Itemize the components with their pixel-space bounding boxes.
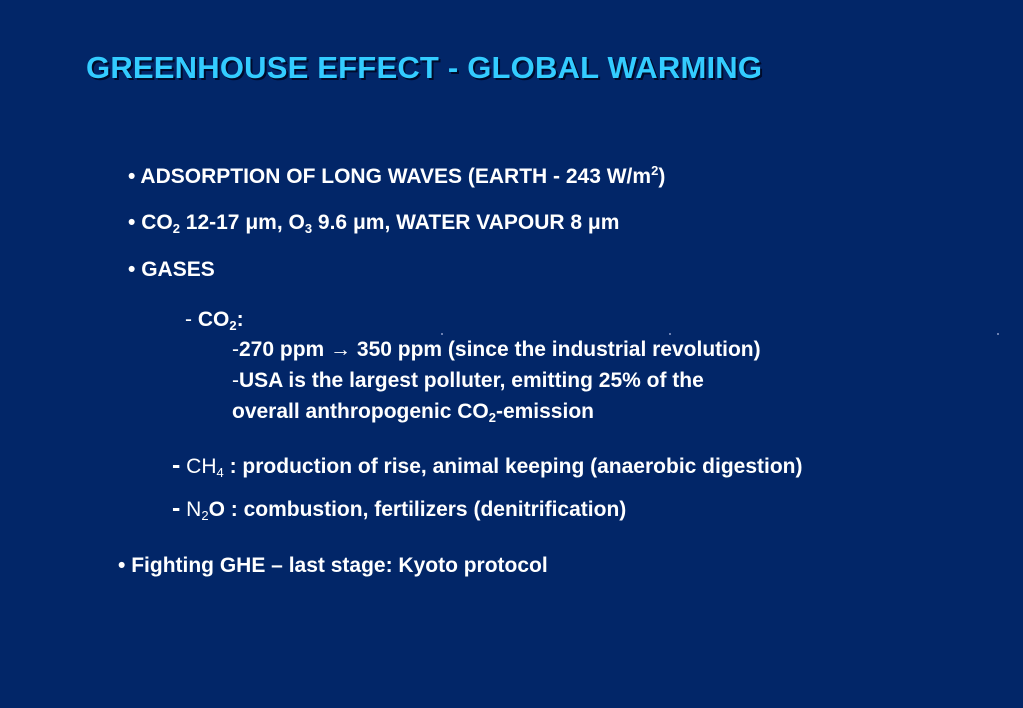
speck	[441, 333, 443, 335]
bullet-icon: •	[128, 165, 136, 188]
n2o-sub: 2	[201, 508, 209, 523]
dash-icon: -	[232, 338, 239, 361]
ppm-start: 270 ppm	[239, 338, 325, 361]
absorption-sup: 2	[651, 163, 659, 178]
ch4-line: - CH4 : production of rise, animal keepi…	[172, 451, 803, 480]
ppm-rest: 350 ppm (since the industrial revolution…	[356, 338, 761, 361]
co2-usa-line: -USA is the largest polluter, emitting 2…	[232, 370, 704, 391]
absorption-close: )	[658, 165, 666, 188]
arrow-right-icon: →	[330, 338, 352, 361]
bullet-gases: • GASES	[128, 259, 215, 280]
co2-heading-label: CO	[197, 308, 230, 331]
usa-text: USA is the largest polluter, emitting 25…	[239, 369, 704, 392]
co2-sub: 2	[172, 221, 180, 236]
bullet-kyoto: • Fighting GHE – last stage: Kyoto proto…	[118, 555, 548, 576]
absorption-text: ADSORPTION OF LONG WAVES (EARTH - 243 W/…	[140, 165, 652, 188]
speck	[997, 333, 999, 335]
o3-sub: 3	[304, 221, 313, 236]
speck	[669, 333, 671, 335]
dash-icon: -	[172, 494, 181, 522]
n2o-label: N	[186, 498, 202, 521]
kyoto-text: Fighting GHE – last stage: Kyoto protoco…	[131, 554, 548, 577]
emission-sub: 2	[488, 410, 496, 425]
co2-heading: - CO2:	[185, 308, 244, 333]
bullet-icon: •	[128, 258, 136, 281]
co2-label: CO	[141, 211, 173, 234]
bullet-icon: •	[118, 554, 126, 577]
n2o-rest: O : combustion, fertilizers (denitrifica…	[208, 498, 627, 521]
emission-rest: -emission	[495, 400, 594, 423]
co2-heading-colon: :	[236, 308, 244, 331]
co2-ppm-line: -270 ppm → 350 ppm (since the industrial…	[232, 339, 761, 360]
emission-text: overall anthropogenic CO	[232, 400, 489, 423]
ch4-rest: : production of rise, animal keeping (an…	[223, 455, 803, 478]
ch4-label: CH	[186, 455, 217, 478]
co2-emission-line: overall anthropogenic CO2-emission	[232, 400, 594, 425]
wavelength-rest: 9.6 μm, WATER VAPOUR 8 μm	[312, 211, 620, 234]
dash-icon: -	[185, 308, 192, 331]
bullet-icon: •	[128, 211, 136, 234]
wavelength-mid: 12-17 μm, O	[179, 211, 305, 234]
gases-text: GASES	[141, 258, 215, 281]
dash-icon: -	[232, 369, 239, 392]
co2-heading-sub: 2	[229, 318, 237, 333]
bullet-wavelengths: • CO2 12-17 μm, O3 9.6 μm, WATER VAPOUR …	[128, 211, 620, 236]
ch4-sub: 4	[216, 465, 224, 480]
dash-icon: -	[172, 451, 181, 479]
slide-title: GREENHOUSE EFFECT - GLOBAL WARMING	[86, 50, 763, 85]
bullet-absorption: • ADSORPTION OF LONG WAVES (EARTH - 243 …	[128, 163, 666, 188]
n2o-line: - N2O : combustion, fertilizers (denitri…	[172, 494, 627, 523]
